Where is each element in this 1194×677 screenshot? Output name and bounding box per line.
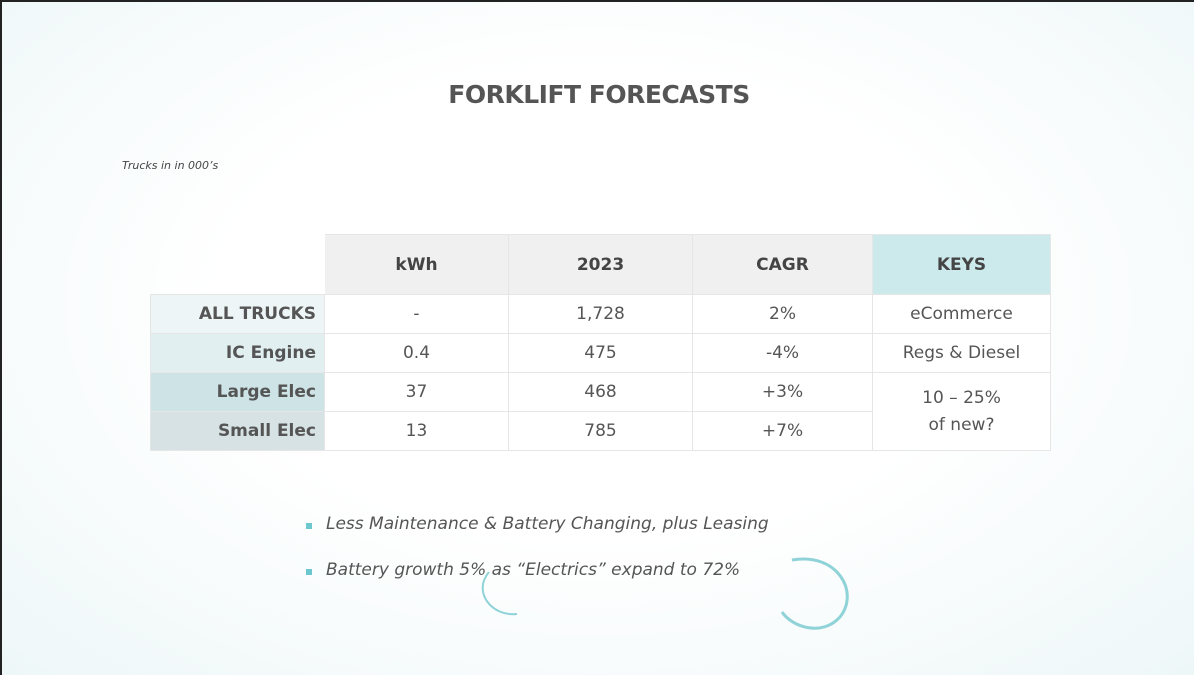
cell: 10 – 25% of new? [872,372,1051,451]
column-header: 2023 [508,234,693,295]
column-header: KEYS [872,234,1051,295]
cell: - [324,294,509,334]
cell: 2% [692,294,873,334]
cell: +7% [692,411,873,451]
cell: 475 [508,333,693,373]
cell: -4% [692,333,873,373]
cell: eCommerce [872,294,1051,334]
circle-stroke [780,557,849,630]
cell: 37 [324,372,509,412]
cell: +3% [692,372,873,412]
column-header: kWh [324,234,509,295]
table-row: Large Elec 37 468 +3% 10 – 25% of new? [150,372,1051,451]
cell: 1,728 [508,294,693,334]
column-header: CAGR [692,234,873,295]
subtitle: Trucks in in 000’s [122,159,219,172]
cell: Regs & Diesel [872,333,1051,373]
cell: 13 [324,411,509,451]
forecast-table: kWh 2023 CAGR KEYS ALL TRUCKS -1,728 2% eCo… [150,234,1051,451]
row-label: IC Engine [150,333,325,373]
blank-header [150,234,325,295]
cell: 0.4 [324,333,509,373]
table-row: IC Engine 0.4 475 -4% Regs & Diesel [150,333,1051,373]
cell: 468 [508,372,693,412]
bullet-list: Less Maintenance & Battery Changing, plu… [302,514,769,606]
table-row: ALL TRUCKS -1,728 2% eCommerce [150,294,1051,334]
row-label: ALL TRUCKS [150,294,325,334]
row-label: Small Elec [150,411,325,451]
table-row: Small Elec 13 785 +7% [150,411,1051,451]
header-row: kWh 2023 CAGR KEYS [150,234,1051,295]
cell: 785 [508,411,693,451]
title: FORKLIFT FORECASTS [448,80,750,109]
row-label: Large Elec [150,372,325,412]
bullet: Battery growth 5% as “Electrics” expand … [302,560,769,606]
bullet: Less Maintenance & Battery Changing, plu… [302,514,769,560]
